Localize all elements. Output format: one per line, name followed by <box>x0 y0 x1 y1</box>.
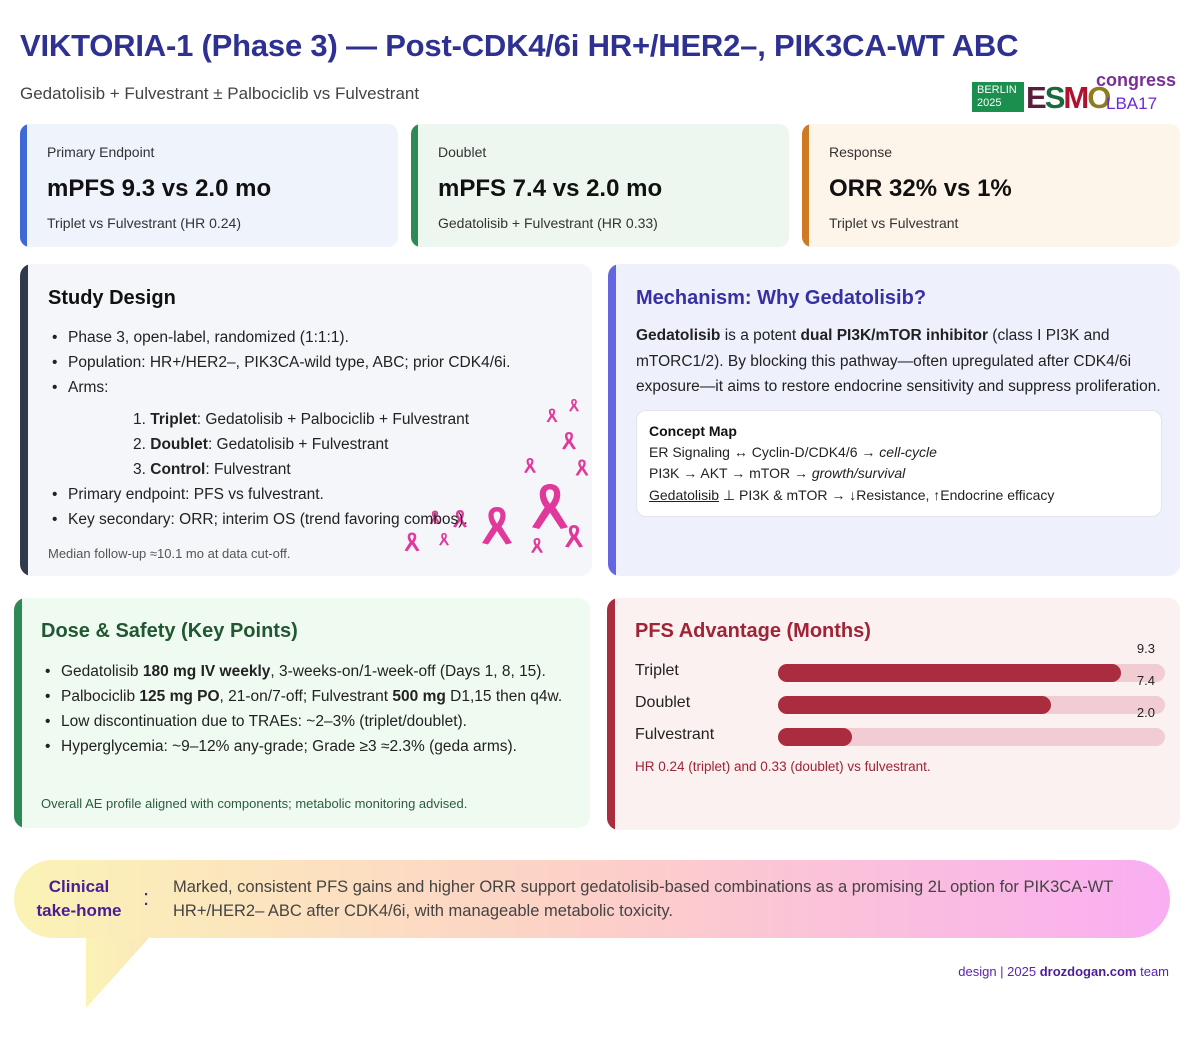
stat-label: Response <box>829 144 893 160</box>
arm-item: 3. Control: Fulvestrant <box>133 461 291 478</box>
logo-city-badge: BERLIN 2025 <box>972 82 1024 112</box>
speech-bubble-tail <box>86 930 156 1008</box>
concept-line: ER Signaling ↔ Cyclin-D/CDK4/6 → cell-cy… <box>649 443 937 460</box>
stat-value: mPFS 7.4 vs 2.0 mo <box>438 175 663 202</box>
pfs-chart-title: PFS Advantage (Months) <box>635 620 871 642</box>
bar-category-label: Doublet <box>635 694 691 711</box>
study-design-card: Study Design Phase 3, open-label, random… <box>20 264 592 576</box>
arm-item: 2. Doublet: Gedatolisib + Fulvestrant <box>133 436 389 453</box>
page-title: VIKTORIA-1 (Phase 3) — Post-CDK4/6i HR+/… <box>20 28 1019 63</box>
bar-fill <box>778 664 1121 682</box>
design-credit: design | 2025 drozdogan.com team <box>958 964 1169 979</box>
dose-safety-list: Gedatolisib 180 mg IV weekly, 3-weeks-on… <box>41 659 570 759</box>
stat-label: Primary Endpoint <box>47 144 155 160</box>
logo-brand: ESMO <box>1026 80 1111 115</box>
mechanism-title: Mechanism: Why Gedatolisib? <box>636 287 927 309</box>
pfs-chart-card: PFS Advantage (Months) Triplet 9.3 Doublet… <box>607 598 1180 830</box>
stat-detail: Triplet vs Fulvestrant <box>829 215 959 231</box>
dose-safety-title: Dose & Safety (Key Points) <box>41 620 298 642</box>
stat-detail: Gedatolisib + Fulvestrant (HR 0.33) <box>438 215 658 231</box>
dose-safety-card: Dose & Safety (Key Points) Gedatolisib 1… <box>14 598 590 828</box>
safety-footnote: Overall AE profile aligned with componen… <box>41 796 468 811</box>
concept-line: PI3K → AKT → mTOR → growth/survival <box>649 465 906 481</box>
list-item: Primary endpoint: PFS vs fulvestrant. <box>48 482 572 507</box>
list-item: Arms: 1. Triplet: Gedatolisib + Palbocic… <box>48 375 572 482</box>
logo-congress: congress <box>1096 70 1177 90</box>
stat-value: ORR 32% vs 1% <box>829 175 1012 202</box>
concept-map-title: Concept Map <box>649 422 737 439</box>
takehome-text: Marked, consistent PFS gains and higher … <box>173 878 1114 920</box>
stat-detail: Triplet vs Fulvestrant (HR 0.24) <box>47 215 241 231</box>
pfs-bar-row: Triplet 9.3 <box>635 641 1165 690</box>
study-design-title: Study Design <box>48 287 176 309</box>
arms-list: 1. Triplet: Gedatolisib + Palbociclib + … <box>133 407 572 482</box>
stat-card-primary-endpoint: Primary Endpoint mPFS 9.3 vs 2.0 mo Trip… <box>20 124 398 247</box>
arm-item: 1. Triplet: Gedatolisib + Palbociclib + … <box>133 411 470 428</box>
takehome-colon: : <box>143 885 150 910</box>
logo-year: 2025 <box>977 97 1002 109</box>
esmo-congress-logo: BERLIN 2025 ESMO congress LBA17 <box>972 70 1176 116</box>
stat-card-doublet: Doublet mPFS 7.4 vs 2.0 mo Gedatolisib +… <box>411 124 789 247</box>
pfs-bar-row: Doublet 7.4 <box>635 673 1165 722</box>
bar-value-label: 9.3 <box>1136 641 1155 656</box>
mechanism-text: Gedatolisib is a potent dual PI3K/mTOR i… <box>636 327 1161 395</box>
arms-label: Arms: <box>68 379 109 396</box>
list-item: Phase 3, open-label, randomized (1:1:1). <box>48 325 572 350</box>
logo-city: BERLIN <box>977 84 1017 96</box>
bar-track <box>778 696 1165 714</box>
study-design-list: Phase 3, open-label, randomized (1:1:1).… <box>48 325 572 532</box>
bar-value-label: 2.0 <box>1136 705 1155 720</box>
bar-category-label: Fulvestrant <box>635 726 715 743</box>
mechanism-card: Mechanism: Why Gedatolisib? Gedatolisib … <box>608 264 1180 576</box>
bar-fill <box>778 728 852 746</box>
credit-site-link[interactable]: drozdogan.com <box>1039 964 1137 979</box>
bar-track <box>778 664 1165 682</box>
bar-category-label: Triplet <box>635 662 679 679</box>
follow-up-note: Median follow-up ≈10.1 mo at data cut-of… <box>48 546 291 561</box>
list-item: Key secondary: ORR; interim OS (trend fa… <box>48 507 572 532</box>
list-item: Low discontinuation due to TRAEs: ~2–3% … <box>41 709 570 734</box>
pfs-hr-note: HR 0.24 (triplet) and 0.33 (doublet) vs … <box>635 759 931 774</box>
list-item: Gedatolisib 180 mg IV weekly, 3-weeks-on… <box>41 659 570 684</box>
clinical-takehome-banner: Clinical take-home : Marked, consistent … <box>14 860 1170 938</box>
takehome-label: Clinical take-home <box>36 877 122 920</box>
bar-value-label: 7.4 <box>1136 673 1155 688</box>
concept-map: Concept Map ER Signaling ↔ Cyclin-D/CDK4… <box>636 409 1162 517</box>
pfs-bar-row: Fulvestrant 2.0 <box>635 705 1165 754</box>
bar-fill <box>778 696 1051 714</box>
list-item: Palbociclib 125 mg PO, 21-on/7-off; Fulv… <box>41 684 570 709</box>
concept-line: Gedatolisib ⊥ PI3K & mTOR → ↓Resistance,… <box>649 486 1055 503</box>
list-item: Hyperglycemia: ~9–12% any-grade; Grade ≥… <box>41 734 570 759</box>
list-item: Population: HR+/HER2–, PIK3CA-wild type,… <box>48 350 572 375</box>
bar-track <box>778 728 1165 746</box>
abstract-number: LBA17 <box>1106 94 1158 113</box>
stat-label: Doublet <box>438 144 487 160</box>
page-subtitle: Gedatolisib + Fulvestrant ± Palbociclib … <box>20 84 420 103</box>
stat-card-response: Response ORR 32% vs 1% Triplet vs Fulves… <box>802 124 1180 247</box>
stat-value: mPFS 9.3 vs 2.0 mo <box>47 175 272 202</box>
